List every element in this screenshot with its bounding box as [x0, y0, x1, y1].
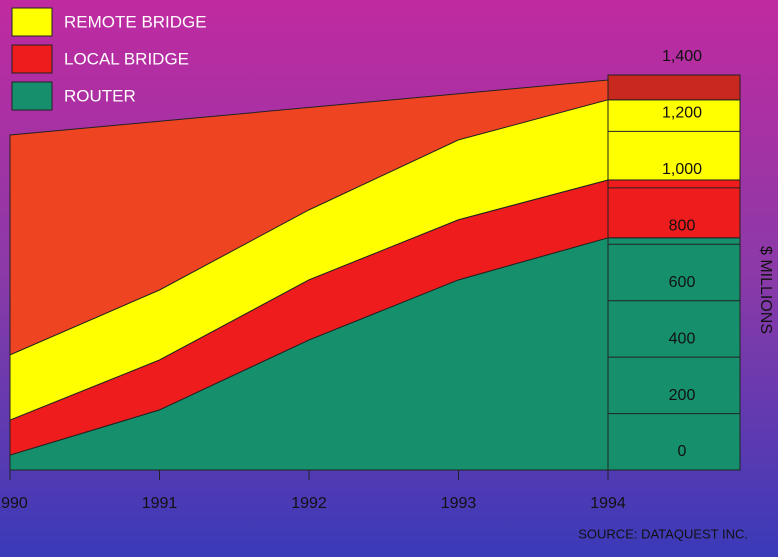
y-tick-label: 1,000: [662, 161, 702, 178]
y-tick-label: 1,200: [662, 105, 702, 122]
x-tick-label: 1990: [0, 495, 28, 512]
panel-segment: [607, 99, 741, 181]
legend-swatch: [11, 81, 53, 111]
x-tick-label: 1991: [142, 495, 178, 512]
legend-swatch: [11, 7, 53, 37]
legend-label: LOCAL BRIDGE: [64, 49, 189, 68]
y-axis-label: $ MILLIONS: [757, 246, 774, 334]
y-tick-label: 1,400: [662, 48, 702, 65]
legend-swatch: [11, 44, 53, 74]
x-tick-label: 1994: [590, 495, 626, 512]
legend-label: ROUTER: [64, 86, 136, 105]
y-tick-label: 200: [669, 387, 696, 404]
x-tick-label: 1993: [441, 495, 477, 512]
panel-segment: [607, 237, 741, 471]
y-tick-label: 800: [669, 218, 696, 235]
y-tick-label: 0: [678, 443, 687, 460]
y-tick-label: 400: [669, 330, 696, 347]
x-tick-label: 1992: [291, 495, 327, 512]
panel-top: [607, 74, 741, 101]
source: SOURCE: DATAQUEST INC.: [578, 526, 748, 541]
y-tick-label: 600: [669, 274, 696, 291]
legend-label: REMOTE BRIDGE: [64, 12, 207, 31]
